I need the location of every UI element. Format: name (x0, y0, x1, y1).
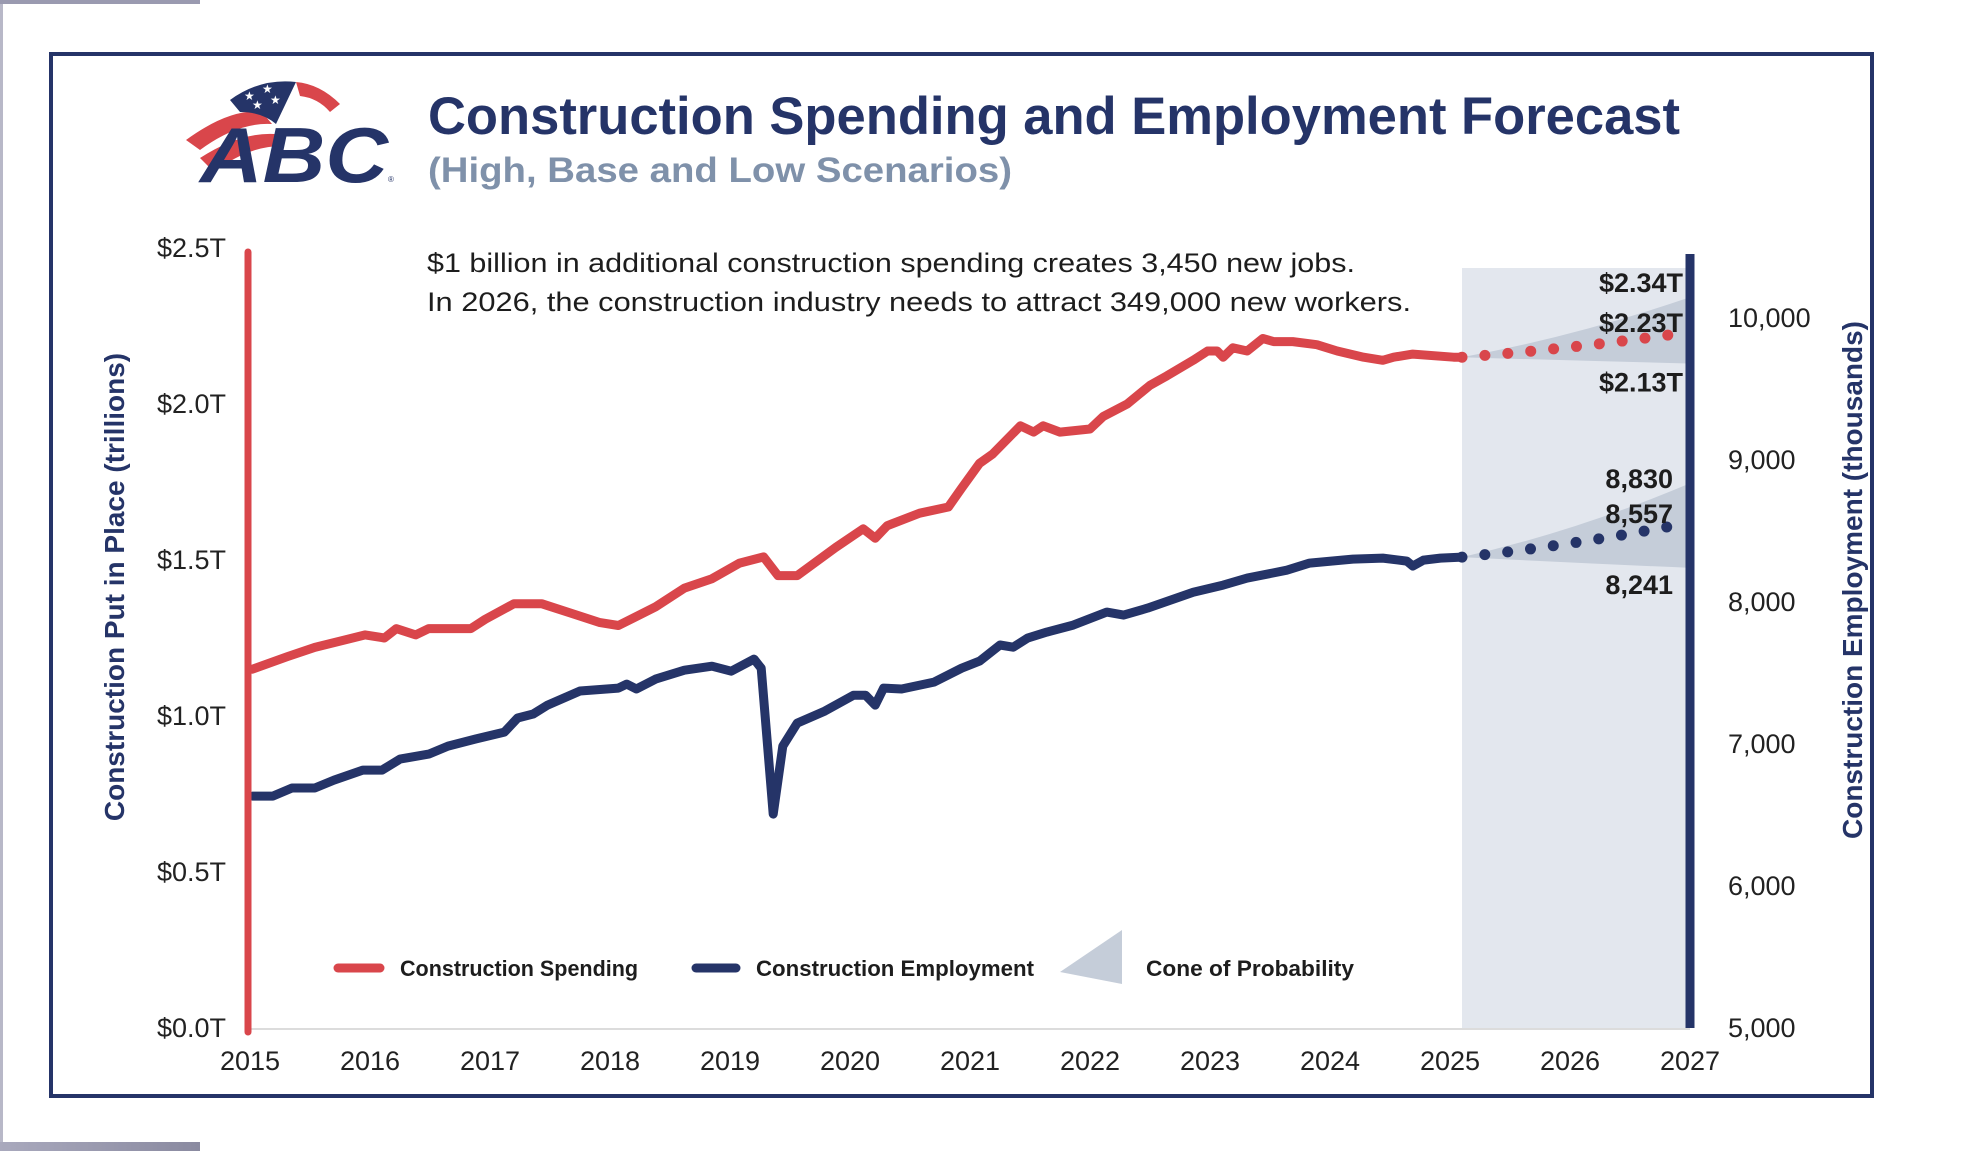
y-left-tick-label: $1.0T (157, 701, 226, 731)
y-axis-left-title: Construction Put in Place (trillions) (99, 353, 130, 821)
x-tick-label: 2026 (1540, 1046, 1600, 1076)
series-line-spending (247, 334, 1467, 674)
page-edge-top (0, 0, 200, 4)
svg-text:★: ★ (262, 82, 273, 96)
chart-title: Construction Spending and Employment For… (428, 87, 1680, 146)
x-tick-label: 2023 (1180, 1046, 1240, 1076)
y-right-tick-label: 5,000 (1728, 1013, 1796, 1043)
x-tick-label: 2027 (1660, 1046, 1720, 1076)
chart-frame (49, 52, 1874, 1098)
annotation-line-2: In 2026, the construction industry needs… (427, 287, 1411, 317)
page-edge-left (0, 0, 3, 1151)
cone-of-probability (1462, 297, 1688, 364)
y-left-tick-label: $0.0T (157, 1013, 226, 1043)
forecast-region (1462, 268, 1690, 1028)
y-left-tick-label: $1.5T (157, 545, 226, 575)
x-tick-label: 2017 (460, 1046, 520, 1076)
y-right-tick-label: 6,000 (1728, 871, 1796, 901)
x-tick-label: 2025 (1420, 1046, 1480, 1076)
forecast-label-base: 8,557 (1605, 499, 1673, 529)
x-tick-label: 2024 (1300, 1046, 1360, 1076)
y-axis-right-title: Construction Employment (thousands) (1837, 321, 1868, 839)
forecast-label-base: $2.23T (1599, 308, 1684, 338)
y-left-tick-label: $0.5T (157, 857, 226, 887)
legend-label-cone: Cone of Probability (1146, 956, 1355, 981)
x-tick-label: 2022 (1060, 1046, 1120, 1076)
x-tick-label: 2020 (820, 1046, 880, 1076)
y-left-tick-label: $2.0T (157, 389, 226, 419)
x-tick-label: 2021 (940, 1046, 1000, 1076)
x-tick-label: 2015 (220, 1046, 280, 1076)
forecast-base-line (1456, 517, 1694, 563)
logo-text: ABC (198, 111, 390, 199)
y-right-tick-label: 8,000 (1728, 587, 1796, 617)
series-line-employment (247, 552, 1467, 819)
chart-subtitle: (High, Base and Low Scenarios) (428, 151, 1012, 190)
legend-swatch-cone (1060, 930, 1122, 984)
legend-label-spending: Construction Spending (400, 956, 638, 981)
legend-label-employment: Construction Employment (756, 956, 1035, 981)
y-left-tick-label: $2.5T (157, 233, 226, 263)
y-right-tick-label: 7,000 (1728, 729, 1796, 759)
forecast-label-low: $2.13T (1599, 367, 1684, 397)
cone-of-probability (1462, 484, 1688, 568)
svg-text:®: ® (388, 175, 394, 184)
forecast-label-low: 8,241 (1605, 570, 1673, 600)
forecast-label-high: $2.34T (1599, 268, 1684, 298)
abc-logo: ★ ★ ★ ★ ABC ® (186, 81, 394, 199)
forecast-base-line (1456, 326, 1694, 363)
x-tick-label: 2019 (700, 1046, 760, 1076)
y-right-tick-label: 10,000 (1728, 303, 1811, 333)
svg-text:★: ★ (252, 98, 263, 112)
x-tick-label: 2016 (340, 1046, 400, 1076)
page-edge-bottom (0, 1142, 200, 1151)
x-tick-label: 2018 (580, 1046, 640, 1076)
legend: Construction Spending Construction Emplo… (333, 930, 1355, 984)
svg-text:★: ★ (270, 93, 281, 107)
svg-text:★: ★ (244, 89, 255, 103)
y-right-tick-label: 9,000 (1728, 445, 1796, 475)
annotation-line-1: $1 billion in additional construction sp… (427, 248, 1355, 278)
forecast-label-high: 8,830 (1605, 464, 1673, 494)
